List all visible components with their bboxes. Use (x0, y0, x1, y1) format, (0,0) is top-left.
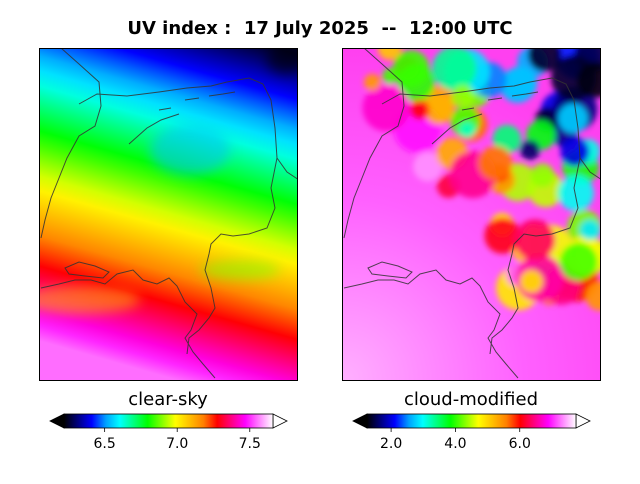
cloud-cell (585, 281, 601, 311)
cloud-modified-label: cloud-modified (404, 389, 538, 410)
cloud-cell (392, 50, 430, 87)
cloud-cell (514, 219, 556, 261)
clear-sky-field (39, 48, 298, 381)
colorbar-tick-label: 4.0 (444, 436, 466, 452)
cloud-cell (503, 66, 538, 101)
colorbar-extend-max (575, 413, 591, 429)
cloud-cell (459, 121, 476, 138)
clear-sky-texture (39, 286, 140, 314)
cloud-cell (451, 85, 475, 109)
cloud-cell (577, 62, 601, 98)
cloud-modified-map (342, 48, 601, 381)
cloud-cell (478, 146, 513, 181)
figure-title: UV index : 17 July 2025 -- 12:00 UTC (127, 18, 512, 39)
cloud-cell (362, 84, 410, 132)
coastline-path (343, 48, 601, 379)
colorbar-gradient (366, 413, 577, 429)
cloud-cell (413, 151, 443, 182)
colorbar-extend-min (49, 413, 65, 429)
cloud-cell (409, 100, 430, 120)
cloud-cell (520, 140, 540, 160)
clear-sky-label: clear-sky (128, 389, 208, 410)
colorbar-tick-label: 6.0 (509, 436, 531, 452)
coastline-path (40, 48, 298, 379)
cloud-cell (424, 94, 454, 125)
clear-sky-texture (150, 125, 230, 175)
clear-sky-texture (200, 260, 280, 280)
cloud-cell (377, 48, 402, 61)
cloud-cell (484, 217, 521, 254)
clear-sky-colorbar: 6.5 7.0 7.5 (49, 413, 288, 452)
cloud-cell (432, 48, 477, 91)
colorbar-extend-max (272, 413, 288, 429)
clear-sky-frame (39, 48, 298, 381)
colorbar-tick-label: 2.0 (380, 436, 402, 452)
cloud-cell (558, 175, 594, 212)
cloud-modified-colorbar: 2.0 4.0 6.0 (352, 413, 591, 452)
cloud-modified-frame (342, 48, 601, 381)
coastline (40, 48, 298, 379)
colorbar-tick-label: 7.0 (166, 436, 188, 452)
cloud-cell (580, 220, 600, 240)
cloud-cell (559, 242, 598, 281)
colorbar-gradient (63, 413, 274, 429)
cloud-cell (560, 137, 590, 167)
clear-sky-texture (267, 48, 298, 74)
cloud-cell (492, 124, 522, 154)
colorbar-extend-min (352, 413, 368, 429)
cloud-cell (520, 270, 543, 293)
colorbar-tick-label: 6.5 (94, 436, 116, 452)
coastline (343, 48, 601, 379)
clear-sky-map (39, 48, 298, 381)
cloud-cell (530, 163, 555, 187)
cloud-cell (558, 103, 588, 134)
cloud-cell (364, 74, 381, 91)
cloud-cell (528, 48, 562, 72)
colorbar-tick-label: 7.5 (239, 436, 261, 452)
